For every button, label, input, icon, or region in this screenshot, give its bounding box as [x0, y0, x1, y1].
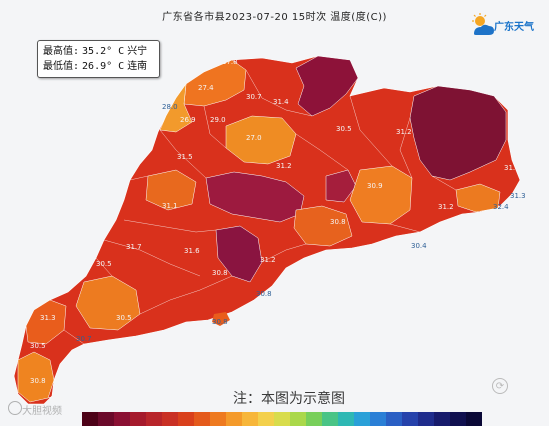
region-pearl-dark	[325, 169, 357, 203]
legend-swatch	[402, 412, 418, 426]
temp-label: 30.4	[411, 242, 427, 250]
region-east-orange	[349, 165, 413, 225]
temp-label: 30.8	[212, 269, 228, 277]
temp-label: 31.4	[273, 98, 289, 106]
region-northeast-dark	[295, 55, 359, 117]
temp-label: 31.5	[177, 153, 193, 161]
temp-label: 30.8	[212, 318, 228, 326]
temp-label: 31.1	[162, 202, 178, 210]
watermark-text: 大胆视频	[22, 406, 62, 417]
island-shape	[212, 312, 230, 326]
region-shantou-orange	[455, 183, 501, 213]
temp-label: 30.5	[336, 125, 352, 133]
weather-sun-cloud-icon	[472, 13, 494, 35]
region-north-orange	[183, 59, 247, 107]
temp-label: 31.2	[438, 203, 454, 211]
min-row: 最低值: 26.9° C 连南	[43, 59, 159, 74]
temp-label: 31.7	[126, 243, 142, 251]
min-value: 26.9° C	[82, 61, 125, 72]
temp-label: 32.4	[493, 203, 509, 211]
region-center-orange	[293, 205, 353, 247]
legend-swatch	[130, 412, 146, 426]
legend-swatch	[258, 412, 274, 426]
min-label: 最低值:	[43, 61, 80, 72]
legend-swatch	[242, 412, 258, 426]
legend-swatch	[82, 412, 98, 426]
temp-label: 31.5	[504, 164, 520, 172]
min-place: 连南	[127, 61, 148, 72]
temp-label: 31.2	[260, 256, 276, 264]
temp-label: 30.8	[30, 377, 46, 385]
legend-swatch	[434, 412, 450, 426]
max-label: 最高值:	[43, 46, 80, 57]
legend-swatch	[114, 412, 130, 426]
temp-label: 28.0	[162, 103, 178, 111]
legend-swatch	[146, 412, 162, 426]
max-place: 兴宁	[127, 46, 148, 57]
legend-swatch	[226, 412, 242, 426]
legend-swatch	[290, 412, 306, 426]
region-northwest-orange	[159, 83, 193, 133]
max-value: 35.2° C	[82, 46, 125, 57]
legend-swatch	[450, 412, 466, 426]
legend-swatch	[194, 412, 210, 426]
temp-label: 31.3	[40, 314, 56, 322]
max-row: 最高值: 35.2° C 兴宁	[43, 44, 159, 59]
temp-label: 27.8	[222, 58, 238, 66]
legend-swatch	[466, 412, 482, 426]
temp-label: 31.2	[396, 128, 412, 136]
temp-label: 26.9	[180, 116, 196, 124]
county-boundaries	[63, 69, 457, 345]
temperature-labels: 27.8 27.4 28.0 26.9 29.0 30.7 31.4 27.0 …	[30, 58, 526, 404]
legend-swatch	[370, 412, 386, 426]
temp-label: 31.6	[184, 247, 200, 255]
region-leizhou-orange	[17, 351, 55, 403]
legend-swatch	[322, 412, 338, 426]
legend-swatch	[210, 412, 226, 426]
legend-swatch	[354, 412, 370, 426]
legend-swatch	[306, 412, 322, 426]
region-shaoguan-orange	[225, 115, 297, 165]
temp-label: 30.8	[256, 290, 272, 298]
legend-swatch	[274, 412, 290, 426]
temp-label: 27.0	[246, 134, 262, 142]
temp-label: 31.3	[510, 192, 526, 200]
temp-label: 27.4	[198, 84, 214, 92]
region-zhaoqing-orange	[145, 169, 197, 211]
temp-label: 31.2	[276, 162, 292, 170]
temp-label: 30.5	[30, 342, 46, 350]
temp-label: 30.5	[96, 260, 112, 268]
legend-swatch	[98, 412, 114, 426]
refresh-icon[interactable]: ⟳	[492, 378, 508, 394]
watermark-icon	[8, 401, 22, 415]
legend-swatch	[338, 412, 354, 426]
legend-swatch	[178, 412, 194, 426]
temp-label: 30.7	[76, 335, 92, 343]
brand-name: 广东天气	[494, 22, 534, 33]
color-legend	[82, 412, 482, 426]
region-south-orange	[75, 275, 141, 331]
temp-label: 30.5	[48, 396, 64, 404]
temp-label: 30.7	[246, 93, 262, 101]
region-west-orange	[25, 299, 67, 345]
legend-swatch	[418, 412, 434, 426]
temp-label: 30.5	[116, 314, 132, 322]
legend-swatch	[162, 412, 178, 426]
temp-label: 30.9	[367, 182, 383, 190]
temp-label: 30.8	[330, 218, 346, 226]
stats-box: 最高值: 35.2° C 兴宁 最低值: 26.9° C 连南	[37, 40, 160, 78]
region-south-dark	[215, 225, 263, 283]
legend-swatch	[386, 412, 402, 426]
page-title: 广东省各市县2023-07-20 15时次 温度(度(C))	[162, 12, 387, 23]
map-note: 注：本图为示意图	[233, 391, 345, 407]
region-east-dark	[409, 85, 507, 181]
temp-label: 29.0	[210, 116, 226, 124]
